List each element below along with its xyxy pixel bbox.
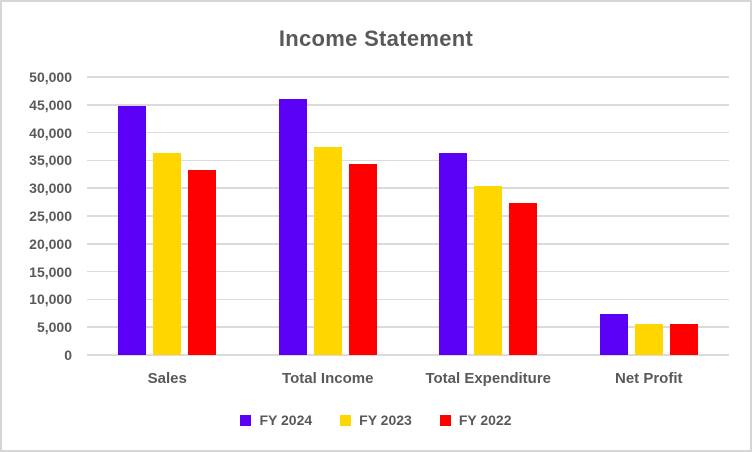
x-axis: Sales Total Income Total Expenditure Net Pr… <box>87 370 729 390</box>
y-axis-tick-label: 40,000 <box>29 124 72 141</box>
x-axis-category-label: Total Expenditure <box>425 370 552 387</box>
legend-swatch <box>240 414 252 426</box>
plot-area <box>87 76 729 356</box>
legend-label: FY 2024 <box>259 412 313 428</box>
gridline <box>87 243 729 245</box>
bar-fy-2022-net-profit[interactable] <box>669 323 698 355</box>
x-axis-category-label: Sales <box>147 370 187 387</box>
gridline <box>87 298 729 301</box>
bar-fy-2023-sales[interactable] <box>153 152 182 355</box>
gridline <box>87 326 729 328</box>
gridline <box>87 270 729 273</box>
y-axis-tick-label: 0 <box>64 347 72 363</box>
bar-group-sales <box>118 106 217 355</box>
legend-label: FY 2022 <box>458 412 512 428</box>
y-axis: 0 5,000 10,000 15,000 20,000 25,000 30,000 35,0… <box>2 69 72 363</box>
bar-fy-2024-total-expenditure[interactable] <box>439 152 468 355</box>
bar-fy-2024-net-profit[interactable] <box>599 313 628 355</box>
gridline <box>87 187 729 189</box>
y-axis-tick-label: 45,000 <box>29 96 72 113</box>
legend-swatch <box>439 414 451 426</box>
y-axis-tick-label: 20,000 <box>29 235 72 252</box>
bar-fy-2022-total-expenditure[interactable] <box>509 203 538 355</box>
y-axis-tick-label: 5,000 <box>36 319 72 336</box>
legend-item-fy-2023[interactable]: FY 2023 <box>340 412 412 428</box>
chart-title: Income Statement <box>278 26 474 51</box>
y-axis-tick-label: 30,000 <box>29 180 72 197</box>
bar-fy-2023-total-expenditure[interactable] <box>474 185 503 355</box>
legend: FY 2024 FY 2023 FY 2022 <box>2 412 750 428</box>
legend-label: FY 2023 <box>359 412 412 428</box>
gridline <box>87 131 729 134</box>
bar-group-total-income <box>278 98 377 355</box>
bar-fy-2023-total-income[interactable] <box>313 146 342 355</box>
y-axis-tick-label: 35,000 <box>29 152 72 169</box>
bar-fy-2022-total-income[interactable] <box>348 163 377 355</box>
gridline <box>87 354 729 356</box>
y-axis-tick-label: 25,000 <box>29 208 72 224</box>
y-axis-tick-label: 10,000 <box>29 291 72 308</box>
bar-group-total-expenditure <box>439 152 538 355</box>
legend-item-fy-2022[interactable]: FY 2022 <box>439 412 512 428</box>
x-axis-category-label: Net Profit <box>615 370 683 387</box>
x-axis-category-label: Total Income <box>282 370 374 387</box>
gridline <box>87 215 729 217</box>
gridline <box>87 76 729 78</box>
bar-fy-2022-sales[interactable] <box>188 170 217 355</box>
bar-fy-2024-sales[interactable] <box>118 106 147 355</box>
bar-fy-2023-net-profit[interactable] <box>634 324 663 355</box>
gridline <box>87 104 729 106</box>
bar-fy-2024-total-income[interactable] <box>278 98 307 355</box>
bar-group-net-profit <box>599 313 698 355</box>
y-axis-tick-label: 50,000 <box>29 69 72 85</box>
legend-swatch <box>340 414 352 426</box>
gridline <box>87 159 729 162</box>
legend-item-fy-2024[interactable]: FY 2024 <box>240 412 312 428</box>
y-axis-tick-label: 15,000 <box>29 263 72 280</box>
